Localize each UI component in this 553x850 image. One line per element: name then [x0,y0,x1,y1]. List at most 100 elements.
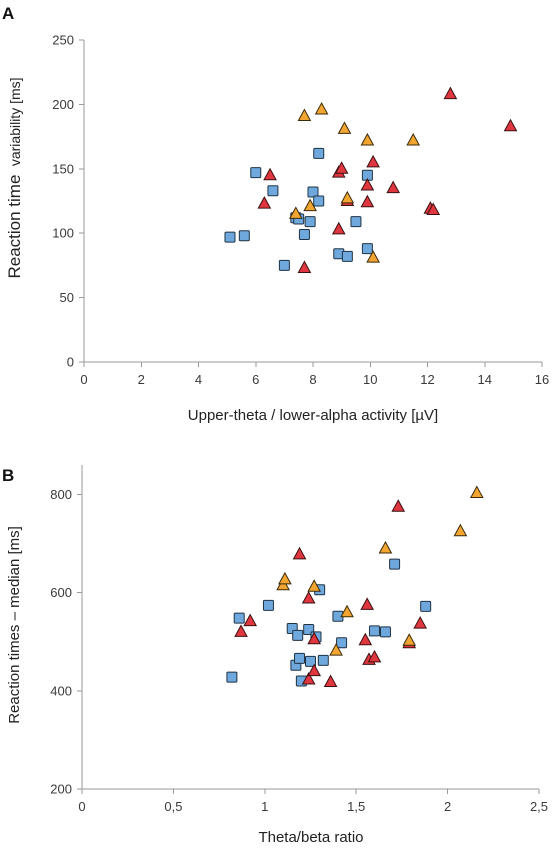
panel-a-y-axis-title: Reaction time variability [ms] [5,77,24,278]
panel-b-square-point [420,600,432,612]
panel-b-triangle-point [307,579,321,592]
panel-a-y-tick-label: 100 [52,226,74,241]
panel-a-x-tick-label: 8 [309,372,316,387]
panel-a-x-tick-label: 4 [195,372,202,387]
panel-b-triangle-point [367,649,382,663]
panel-b-triangle-point [307,631,321,645]
panel-a-triangle-point [297,108,312,121]
panel-a-square-point [267,185,279,197]
panel-a-y-tick-label: 0 [67,355,74,370]
panel-b-triangle-point [453,523,468,537]
panel-b-square-point [226,671,238,683]
panel-a-triangle-point [406,132,421,146]
panel-b-x-tick-label: 0 [78,799,85,814]
panel-b-square-point [336,637,348,649]
panel-a-square-point [250,167,262,179]
panel-b-triangle-point [243,613,258,627]
panel-a-triangle-point [331,221,346,235]
panel-a-square-point [298,228,310,240]
panel-a-triangle-point [337,121,352,134]
panel-b-y-tick-label: 800 [50,487,72,502]
panel-b: B Reaction times – median [ms] Theta/bet… [2,465,548,846]
panel-b-x-tick-label: 2 [444,799,451,814]
panel-a-x-tick-label: 6 [252,372,259,387]
panel-b-x-tick-label: 1 [261,799,268,814]
panel-a-triangle-point [334,161,349,174]
panel-b-triangle-point [470,485,484,498]
panel-b-triangle-point [307,663,321,677]
panel-a-square-point [307,186,319,198]
panel-a-triangle-point [360,132,375,146]
panel-b-square-point [262,599,274,611]
panel-b-triangle-point [378,540,393,554]
panel-b-x-tick-label: 0,5 [164,799,182,814]
panel-b-square-point [294,652,306,664]
panel-b-triangle-point [301,590,316,604]
panel-b-triangle-point [340,604,354,618]
panel-b-triangle-point [413,616,428,629]
panel-b-square-point [292,629,304,641]
panel-b-y-tick-label: 400 [50,683,72,698]
panel-a-plot-area: 0 50 100 150 200 250 0 2 4 6 8 10 12 14 16 [52,33,549,388]
panel-b-triangle-point [329,643,343,656]
panel-a-x-axis-title: Upper-theta / lower-alpha activity [µV] [188,407,438,424]
panel-a-y-tick-label: 200 [52,97,74,112]
panel-b-triangle-point [402,633,417,646]
panel-a-triangle-point [303,198,317,212]
panel-b-y-axis-title: Reaction times – median [ms] [6,526,23,724]
panel-a-triangle-point [503,118,518,132]
panel-a: A Reaction time variability [ms] Upper-t… [2,4,549,424]
panel-a-triangle-point [443,86,458,100]
panel-a-triangle-point [360,177,375,191]
panel-b-x-tick-label: 1,5 [347,799,365,814]
panel-b-triangle-point [301,671,316,685]
panel-a-square-point [304,216,316,228]
panel-a-triangle-point [340,190,355,204]
panel-b-triangle-point [292,546,307,560]
panel-b-triangle-point [323,674,338,687]
panel-b-square-point [389,558,401,570]
panel-b-square-point [317,654,329,666]
panel-a-triangle-point [257,196,272,209]
panel-a-x-tick-label: 14 [478,372,492,387]
panel-a-square-point [350,216,362,228]
panel-a-triangle-point [360,194,375,208]
panel-a-triangle-point [314,102,329,115]
panel-a-x-tick-label: 10 [363,372,377,387]
panel-a-triangle-point [366,154,380,168]
svg-text:Reaction time variabil: Reaction time variability [ms] [5,77,24,278]
panel-a-square-point [361,243,373,255]
panel-a-triangle-point [297,260,312,273]
panel-b-y-tick-label: 600 [50,585,72,600]
panel-a-triangle-point [426,202,441,216]
panel-b-square-point [368,625,380,637]
panel-b-triangle-point [358,632,373,646]
panel-a-square-point [238,230,250,242]
panel-a-triangle-point [366,250,380,263]
panel-a-x-tick-label: 0 [80,372,87,387]
panel-b-letter: B [2,466,14,485]
panel-b-square-point [379,626,391,638]
panel-b-triangle-point [234,624,248,637]
panel-a-square-point [278,259,290,271]
panel-a-x-tick-label: 12 [420,372,434,387]
panel-b-triangle-point [278,571,292,585]
panel-b-square-point [305,655,316,667]
panel-b-y-tick-label: 200 [50,782,72,797]
panel-b-plot-area: 200 400 600 800 0 0,5 1 1,5 2 2,5 [50,465,548,814]
panel-a-x-tick-label: 2 [138,372,145,387]
panel-a-y-tick-label: 250 [52,33,74,48]
panel-b-triangle-point [391,499,406,512]
panel-b-x-tick-label: 2,5 [530,799,548,814]
panel-a-y-axis-title-main: Reaction time [5,175,24,279]
panel-a-x-tick-label: 16 [535,372,549,387]
panel-a-square-point [313,147,325,159]
panel-b-triangle-point [360,597,375,610]
panel-a-triangle-point [386,180,400,194]
panel-a-triangle-point [263,167,277,181]
panel-a-y-tick-label: 150 [52,161,74,176]
panel-b-x-axis-title: Theta/beta ratio [258,829,363,846]
panel-a-letter: A [2,4,14,23]
panel-a-triangle-point [288,206,303,219]
